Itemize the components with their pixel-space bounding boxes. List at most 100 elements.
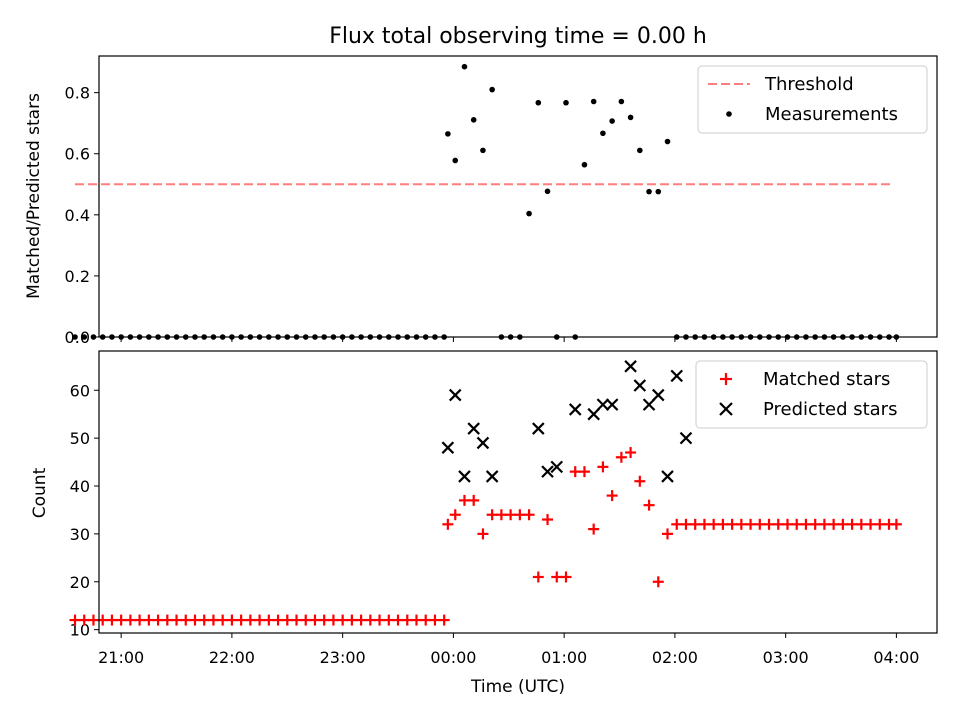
matched-star-point [837,518,849,530]
legend-box [695,360,928,429]
y-tick-label: 0.4 [65,206,90,225]
matched-star-point [615,451,627,463]
matched-star-point [578,466,590,478]
measurement-point [452,157,459,164]
predicted-star-point [541,465,554,478]
predicted-star-point [458,470,471,483]
matched-star-point [588,523,600,535]
matched-star-point [846,518,858,530]
legend-measurements-label: Measurements [765,104,898,125]
matched-star-point [442,518,454,530]
x-tick-label: 04:00 [873,648,919,667]
plot-frame [98,350,938,634]
matched-star-point [523,509,535,521]
measurement-point [627,114,634,121]
predicted-star-point [441,441,455,454]
measurement-point [526,210,532,217]
predicted-star-point [532,422,545,435]
measurement-point [470,117,477,123]
matched-star-point [560,571,572,583]
x-tick-label: 22:00 [209,648,255,667]
matched-star-point [364,614,376,626]
matched-star-point [689,518,701,530]
predicted-star-point [605,398,619,411]
legend-matched-label: Matched stars [763,369,890,390]
measurement-point [480,147,486,154]
predicted-stars-points [441,360,693,483]
matched-star-point [392,614,404,626]
matched-star-point [143,614,155,626]
matched-star-point [134,614,146,626]
matched-star-point [198,614,210,626]
predicted-star-point [476,436,490,450]
x-tick-label: 03:00 [763,648,809,667]
matched-star-point [597,461,609,473]
measurement-point [581,161,588,168]
matched-star-point [309,614,321,626]
matched-star-point [680,518,692,530]
matched-star-point [189,614,201,626]
matched-star-point [745,518,757,530]
matched-star-point [420,614,432,626]
matched-star-point [458,494,470,506]
matched-star-point [235,614,247,626]
matched-star-point [78,614,90,626]
predicted-star-point [596,398,610,411]
matched-star-point [606,490,618,502]
matched-star-point [890,518,902,530]
x-tick-label: 00:00 [430,648,476,667]
matched-star-point [625,447,637,459]
measurement-point [646,188,652,195]
y-tick-label: 10 [70,621,90,640]
y-tick-label: 30 [70,525,90,544]
matched-star-point [809,518,821,530]
legend-matched-swatch [720,373,732,385]
measurement-point [489,86,495,93]
matched-star-point [449,509,461,521]
matched-star-point [87,614,99,626]
predicted-star-point [642,398,656,411]
matched-star-point [726,518,738,530]
matched-star-point [671,518,683,530]
matched-star-point [106,614,118,626]
legend: Threshold Measurements [697,65,928,134]
predicted-star-point [624,360,637,373]
matched-star-point [374,614,386,626]
matched-star-point [865,518,877,530]
legend: Matched stars Predicted stars [695,360,928,429]
measurement-point [609,118,615,124]
matched-star-point [318,614,330,626]
predicted-star-point [652,388,665,402]
matched-star-point [226,614,238,626]
measurement-point [637,147,643,154]
y-axis-label: Count [30,467,50,518]
matched-star-point [791,518,803,530]
matched-star-point [69,614,81,626]
measurement-point [445,131,451,137]
x-tick-label: 23:00 [320,648,366,667]
y-tick-label: 50 [70,429,90,448]
matched-star-point [698,518,710,530]
measurement-point [655,188,662,195]
legend-measurements-swatch [726,111,732,117]
matched-star-point [662,528,674,540]
measurement-point [600,130,606,137]
predicted-star-point [448,388,462,402]
matched-star-point [532,571,544,583]
matched-star-point [828,518,840,530]
matched-star-point [115,614,127,626]
predicted-star-point [661,470,674,483]
matched-stars-points [69,447,902,626]
measurement-point [535,99,542,106]
x-axis-label: Time (UTC) [470,677,565,697]
x-axis-ticks: 21:00 22:00 23:00 00:00 01:00 02:00 03:00 04:00 [98,633,919,667]
measurement-point [544,188,551,195]
matched-star-point [254,614,266,626]
matched-star-point [327,614,339,626]
matched-star-point [708,518,720,530]
matched-star-point [542,514,554,526]
predicted-star-point [568,403,582,416]
matched-star-point [514,509,526,521]
matched-star-point [244,614,256,626]
